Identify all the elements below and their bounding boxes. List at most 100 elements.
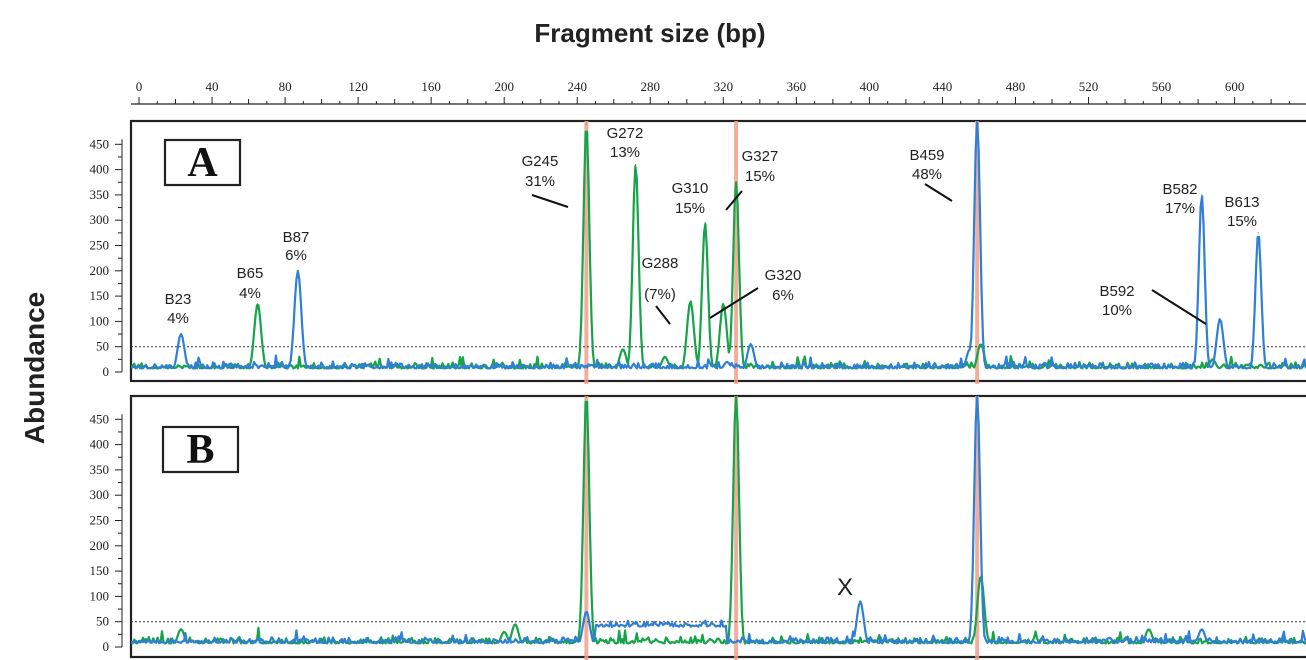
annotation-leader-line (924, 183, 953, 202)
blue-peak-point (976, 396, 978, 398)
peak-label: G327 (742, 148, 779, 165)
green-peak-point (689, 300, 692, 302)
green-peak-point (622, 348, 624, 350)
peak-percentage: 6% (285, 247, 307, 264)
annotation-leader-line (655, 305, 671, 325)
green-peak-point (514, 623, 516, 625)
y-tick-label: 400 (90, 437, 110, 452)
y-tick-label: 200 (90, 263, 110, 278)
peak-label: G320 (765, 267, 802, 284)
panel-frame (129, 394, 1306, 659)
panel-a: 0 50 100 150 200 250 300 350 400 450 A (90, 119, 1306, 384)
blue-peak-point (1257, 232, 1259, 234)
panel-label-box (163, 138, 242, 187)
green-series-line (131, 396, 1306, 645)
annotation-leader-line (1151, 289, 1207, 325)
y-tick-label: 250 (90, 238, 110, 253)
y-tick-label: 0 (103, 364, 110, 379)
peak-percentage: 15% (675, 200, 705, 217)
unknown-peak-label: X (837, 574, 853, 601)
peak-percentage: 6% (772, 287, 794, 304)
y-tick-label: 150 (90, 563, 110, 578)
chart-title: Fragment size (bp) (534, 18, 765, 48)
x-tick-label: 0 (136, 79, 143, 94)
x-tick-label: 440 (933, 79, 953, 94)
peak-percentage: 31% (525, 173, 555, 190)
peak-label: G272 (607, 125, 644, 142)
x-tick-label: 160 (421, 79, 441, 94)
y-tick-label: 450 (90, 411, 110, 426)
y-tick-label: 400 (90, 162, 110, 177)
green-peak-point (735, 396, 737, 398)
y-tick-label: 250 (90, 513, 110, 528)
peak-percentage: 48% (912, 166, 942, 183)
panel-label-box (161, 425, 240, 474)
x-tick-label: 480 (1006, 79, 1026, 94)
y-tick-label: 350 (90, 462, 110, 477)
y-tick-label: 100 (90, 313, 110, 328)
peak-label: B87 (283, 229, 310, 246)
blue-peak-point (667, 622, 670, 624)
blue-peak-point (1201, 628, 1203, 630)
y-tick-label: 300 (90, 212, 110, 227)
x-tick-label: 40 (206, 79, 219, 94)
x-tick-label: 120 (348, 79, 368, 94)
green-peak-point (180, 628, 182, 630)
green-peak-point (1148, 628, 1150, 630)
green-peak-point (980, 343, 982, 345)
y-tick-label: 50 (96, 339, 109, 354)
green-peak-point (704, 222, 706, 224)
peak-percentage: 17% (1165, 200, 1195, 217)
blue-peak-point (585, 610, 587, 613)
blue-peak-point (297, 270, 299, 272)
peak-percentage: 13% (610, 144, 640, 161)
y-tick-label: 200 (90, 538, 110, 553)
peak-label: G245 (522, 153, 559, 170)
green-peak-point (664, 356, 666, 358)
blue-peak-point (704, 623, 706, 625)
annotation-leader-line (725, 190, 743, 211)
panel-label: A (187, 140, 218, 186)
blue-peak-point (1219, 318, 1221, 320)
y-axis-label: Abundance (19, 292, 50, 444)
panel-frame (129, 119, 1306, 383)
blue-peak-point (180, 333, 182, 335)
peak-percentage: (7%) (644, 286, 676, 303)
green-peak-point (503, 631, 505, 633)
y-tick-label: 300 (90, 487, 110, 502)
annotation-leader-line (531, 194, 569, 208)
annotation-leader-line (709, 287, 759, 319)
peak-label: G310 (672, 180, 709, 197)
y-tick-label: 150 (90, 288, 110, 303)
green-peak-point (585, 123, 587, 125)
x-tick-label: 240 (567, 79, 587, 94)
x-tick-label: 560 (1152, 79, 1172, 94)
blue-series-line (131, 396, 1306, 645)
peak-annotations: B234%B654%B876%G24531%G27213%G31015%G327… (165, 125, 1260, 601)
green-peak-point (585, 396, 587, 398)
y-tick-label: 100 (90, 588, 110, 603)
x-tick-label: 360 (787, 79, 807, 94)
peak-percentage: 4% (239, 285, 261, 302)
peak-label: B23 (165, 291, 192, 308)
peak-label: B613 (1224, 194, 1259, 211)
x-tick-label: 80 (279, 79, 292, 94)
peak-percentage: 15% (1227, 213, 1257, 230)
x-tick-label: 600 (1225, 79, 1245, 94)
peak-percentage: 4% (167, 310, 189, 327)
blue-peak-point (969, 348, 971, 350)
peak-label: B582 (1162, 181, 1197, 198)
blue-peak-point (1201, 194, 1203, 196)
x-axis: 0 40 80 120 160 200 240 280 320 360 400 440 480 520 56… (131, 79, 1306, 105)
x-tick-label: 200 (494, 79, 514, 94)
y-tick-label: 450 (90, 136, 110, 151)
blue-peak-point (726, 361, 728, 363)
y-tick-label: 0 (103, 639, 110, 654)
peak-percentage: 10% (1102, 302, 1132, 319)
peak-percentage: 15% (745, 168, 775, 185)
x-tick-label: 400 (860, 79, 880, 94)
green-peak-point (735, 181, 737, 183)
peak-label: B459 (909, 147, 944, 164)
panel-label: B (186, 427, 214, 473)
